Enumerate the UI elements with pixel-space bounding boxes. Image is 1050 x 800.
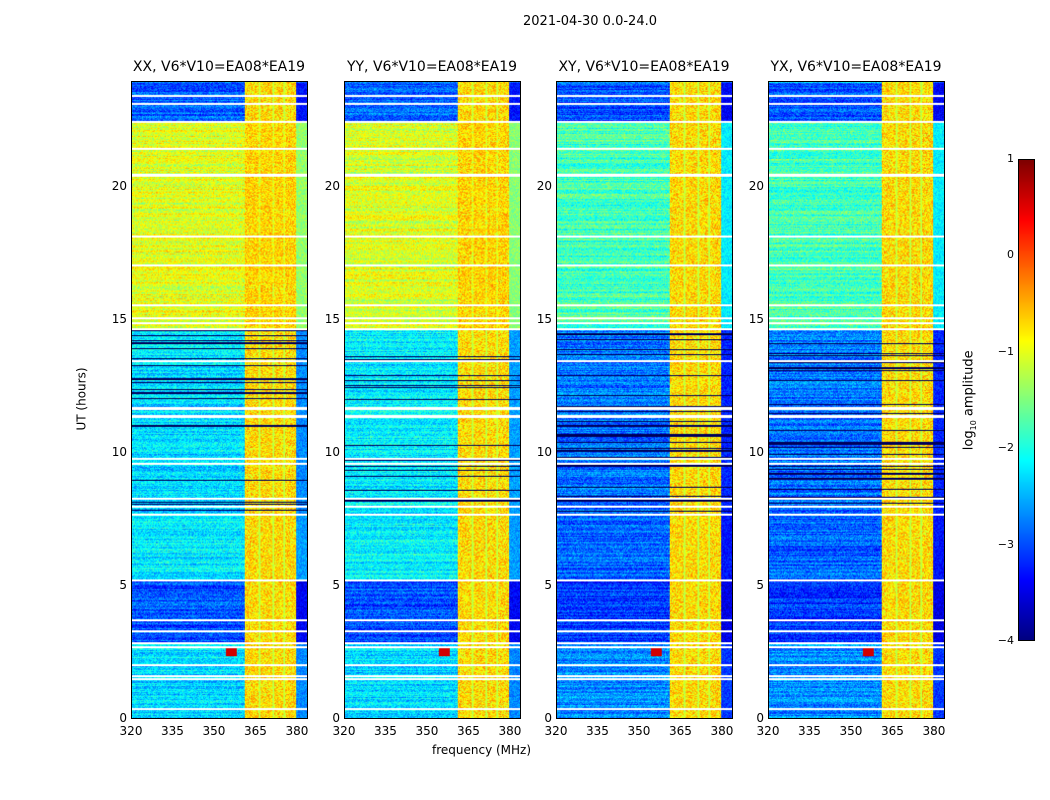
heatmap-panel-xy	[556, 81, 733, 719]
x-tick-label: 365	[669, 724, 692, 738]
x-tick-label: 380	[922, 724, 946, 738]
x-tick-label: 320	[544, 724, 568, 738]
y-tick-label: 5	[756, 578, 764, 593]
x-tick-label: 350	[415, 724, 439, 738]
y-tick-label: 15	[748, 312, 764, 327]
heatmap-panel-xx	[131, 81, 308, 719]
y-tick-label: 10	[324, 445, 340, 460]
x-tick-label: 335	[586, 724, 609, 738]
y-tick-label: 15	[536, 312, 552, 327]
colorbar-tick-label: −3	[997, 537, 1014, 551]
colorbar-tick-label: −2	[997, 441, 1014, 455]
y-tick-label: 5	[544, 578, 552, 593]
y-tick-label: 20	[748, 179, 764, 194]
y-tick-label: 5	[332, 578, 340, 593]
colorbar-label: log10 amplitude	[961, 350, 979, 451]
colorbar-tick-label: −4	[997, 634, 1014, 647]
x-tick-label: 350	[839, 724, 863, 738]
colorbar	[1018, 159, 1035, 641]
panel-title: XX, V6*V10=EA08*EA19	[132, 59, 306, 75]
y-tick-label: 10	[536, 445, 552, 460]
x-tick-label: 365	[457, 724, 480, 738]
y-tick-label: 10	[748, 445, 764, 460]
y-tick-label: 15	[111, 312, 127, 327]
x-tick-label: 335	[374, 724, 397, 738]
x-tick-label: 320	[756, 724, 780, 738]
x-axis-label: frequency (MHz)	[432, 743, 532, 757]
colorbar-tick-label: 1	[1007, 152, 1014, 165]
x-tick-label: 380	[710, 724, 734, 738]
y-tick-label: 0	[332, 711, 340, 725]
y-tick-label: 20	[111, 179, 127, 194]
x-tick-label: 350	[202, 724, 226, 738]
y-axis-label: UT (hours)	[74, 367, 89, 431]
y-tick-label: 10	[111, 445, 127, 460]
x-tick-label: 365	[881, 724, 904, 738]
panel-title: YX, V6*V10=EA08*EA19	[770, 59, 942, 75]
x-tick-label: 320	[332, 724, 356, 738]
y-tick-label: 20	[324, 179, 340, 194]
heatmap-panel-yx	[768, 81, 945, 719]
x-tick-label: 335	[161, 724, 184, 738]
y-tick-label: 0	[544, 711, 552, 725]
x-tick-label: 320	[119, 724, 143, 738]
heatmap-panel-yy	[344, 81, 521, 719]
y-tick-label: 0	[756, 711, 764, 725]
x-tick-label: 350	[627, 724, 651, 738]
panel-title: XY, V6*V10=EA08*EA19	[558, 59, 730, 75]
colorbar-tick-label: 0	[1007, 248, 1014, 262]
panel-title: YY, V6*V10=EA08*EA19	[346, 59, 518, 75]
x-tick-label: 365	[244, 724, 267, 738]
colorbar-tick-label: −1	[997, 344, 1014, 358]
suptitle: 2021-04-30 0.0-24.0	[523, 14, 657, 29]
y-tick-label: 0	[119, 711, 127, 725]
x-tick-label: 380	[285, 724, 309, 738]
y-tick-label: 5	[119, 578, 127, 593]
x-tick-label: 335	[798, 724, 821, 738]
y-tick-label: 15	[324, 312, 340, 327]
x-tick-label: 380	[498, 724, 522, 738]
y-tick-label: 20	[536, 179, 552, 194]
